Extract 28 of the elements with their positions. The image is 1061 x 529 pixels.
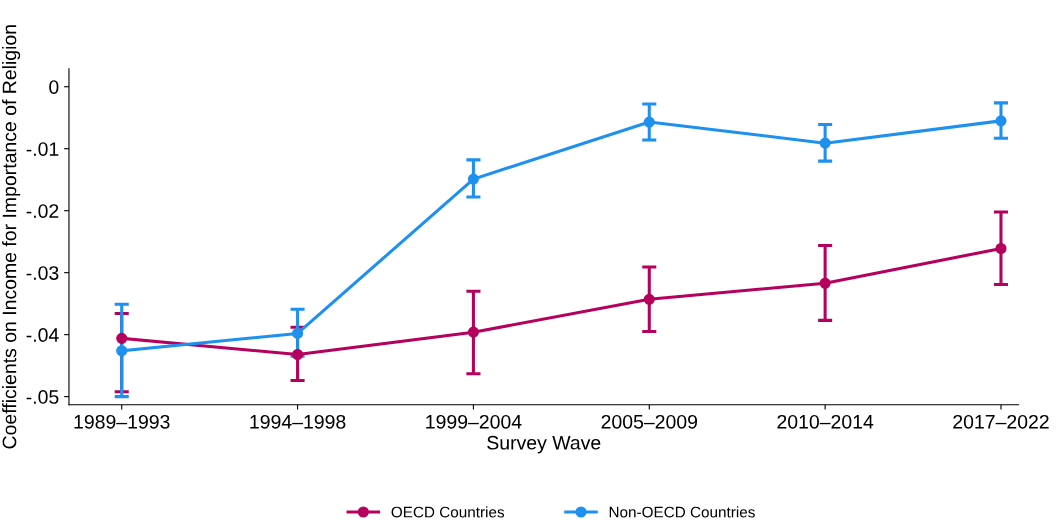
point bbox=[467, 326, 479, 338]
y-axis-title: Coefficients on Income for Importance of Religion bbox=[2, 25, 21, 449]
x-tick-label: 2010–2014 bbox=[777, 414, 874, 429]
x-axis-title: Survey Wave bbox=[487, 435, 601, 454]
point bbox=[819, 277, 831, 289]
y-tick-label: -.04 bbox=[26, 328, 59, 342]
y-tick-label: -.02 bbox=[26, 204, 59, 218]
x-tick-label: 1989–1993 bbox=[74, 414, 170, 429]
x-tick-label: 2005–2009 bbox=[601, 414, 698, 429]
y-tick-label: -.01 bbox=[26, 142, 59, 156]
legend-label: Non-OECD Countries bbox=[609, 506, 755, 518]
point bbox=[292, 327, 304, 339]
y-tick-label: -.03 bbox=[26, 266, 59, 280]
point bbox=[292, 348, 304, 361]
x-tick-label: 1994–1998 bbox=[250, 414, 346, 429]
point bbox=[467, 173, 479, 185]
point bbox=[643, 293, 655, 305]
x-tick-label: 1999–2004 bbox=[426, 414, 522, 429]
point bbox=[995, 242, 1007, 255]
legend-label: OECD Countries bbox=[391, 506, 505, 518]
y-tick-label: 0 bbox=[49, 80, 59, 94]
point bbox=[116, 332, 128, 344]
point bbox=[116, 345, 128, 357]
x-tick-label: 2017–2022 bbox=[953, 414, 1049, 429]
point bbox=[819, 137, 831, 149]
point bbox=[995, 115, 1007, 127]
point bbox=[643, 116, 655, 128]
y-tick-label: -.05 bbox=[26, 390, 59, 404]
